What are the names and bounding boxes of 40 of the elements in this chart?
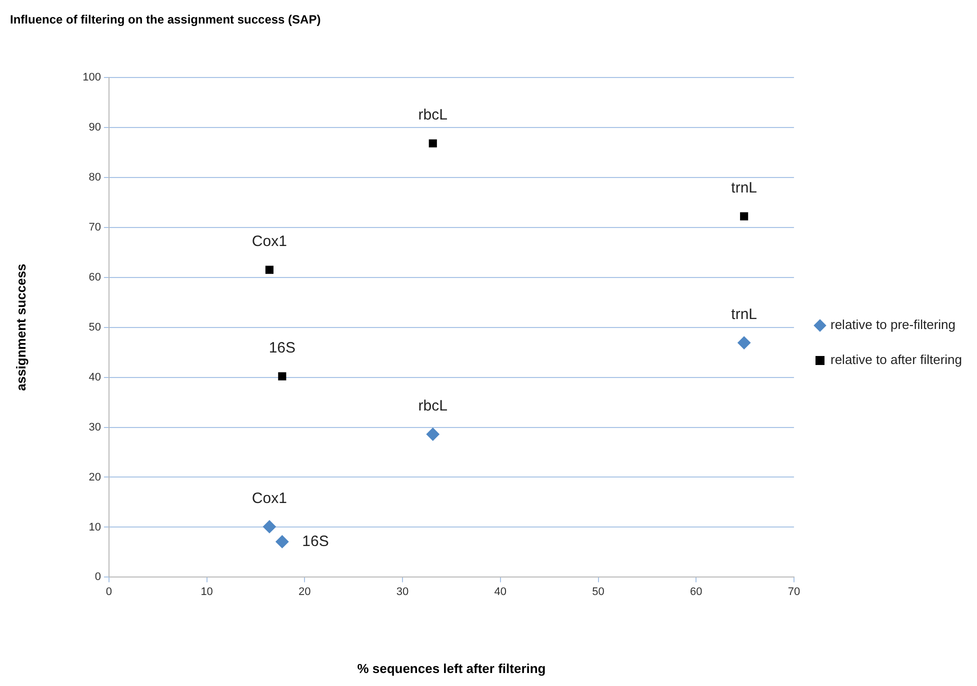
y-tick-label: 0 bbox=[94, 571, 101, 584]
point bbox=[265, 266, 274, 274]
annotation: trnL bbox=[731, 306, 758, 323]
x-axis-title: % sequences left after filtering bbox=[357, 660, 546, 676]
point bbox=[262, 520, 276, 534]
x-tick-label: 70 bbox=[788, 586, 800, 598]
x-tick-label: 40 bbox=[494, 586, 507, 598]
x-tick-label: 30 bbox=[396, 586, 409, 598]
x-tick-label: 0 bbox=[106, 586, 112, 598]
x-tick-label: 10 bbox=[200, 586, 213, 598]
y-tick-label: 30 bbox=[88, 421, 101, 434]
y-tick-label: 100 bbox=[82, 71, 101, 84]
y-tick-label: 90 bbox=[88, 121, 101, 134]
point bbox=[426, 428, 440, 441]
y-axis-title: assignment success bbox=[13, 264, 28, 391]
annotation: 16S bbox=[302, 532, 329, 550]
y-tick-label: 50 bbox=[88, 321, 101, 334]
annotation: Cox1 bbox=[252, 232, 287, 250]
point bbox=[276, 535, 289, 548]
x-tick-label: 20 bbox=[298, 586, 311, 598]
annotation: rbcL bbox=[418, 397, 448, 414]
y-tick-label: 40 bbox=[88, 371, 101, 384]
y-tick-label: 60 bbox=[88, 271, 101, 284]
point bbox=[278, 372, 286, 380]
legend-label: relative to pre-filtering bbox=[830, 317, 956, 332]
y-tick-label: 70 bbox=[88, 221, 101, 234]
annotation: rbcL bbox=[418, 106, 448, 124]
chart-title: Influence of filtering on the assignment success (SAP) bbox=[10, 12, 321, 27]
y-tick-label: 10 bbox=[88, 521, 101, 534]
legend-label: relative to after filtering bbox=[830, 352, 962, 368]
y-tick-label: 80 bbox=[88, 171, 101, 184]
x-tick-label: 60 bbox=[690, 586, 702, 598]
annotation: Cox1 bbox=[252, 490, 287, 507]
annotation: trnL bbox=[731, 179, 758, 196]
annotation: 16S bbox=[268, 339, 296, 356]
point bbox=[740, 212, 748, 220]
y-tick-label: 20 bbox=[88, 471, 101, 484]
x-tick-label: 50 bbox=[592, 586, 604, 598]
point bbox=[428, 139, 437, 148]
point bbox=[738, 336, 751, 350]
